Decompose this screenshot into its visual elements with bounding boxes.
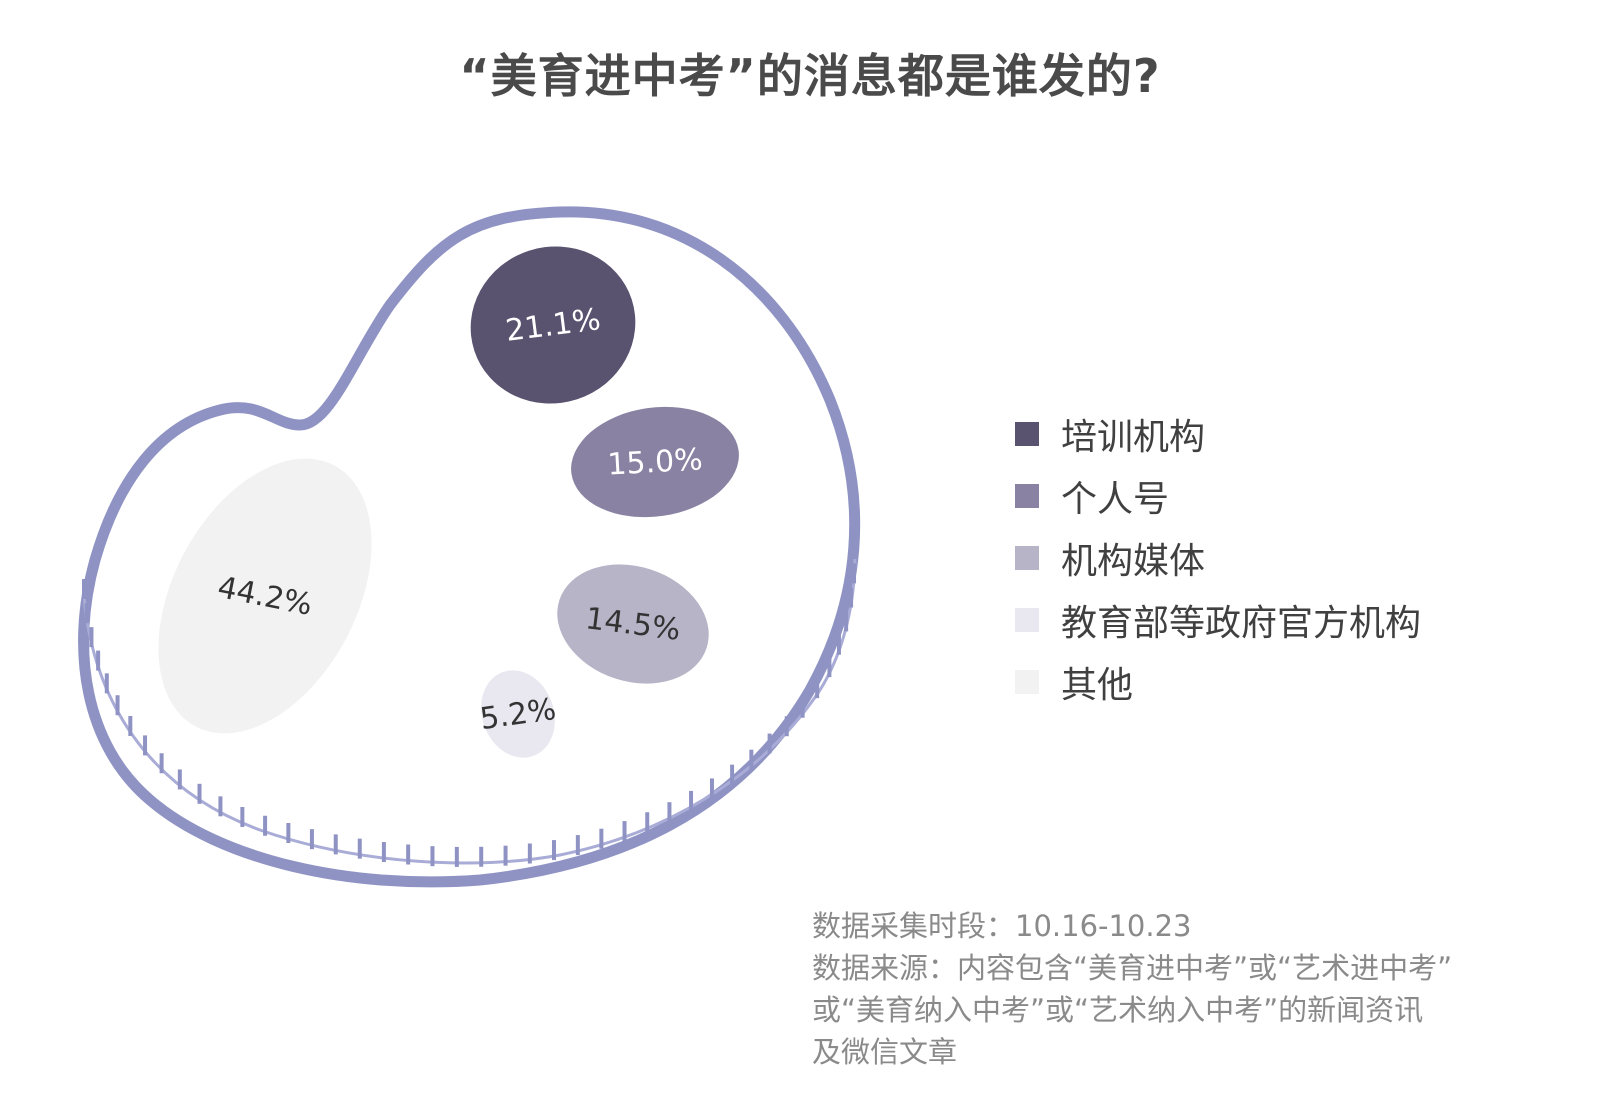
legend-swatch	[1015, 546, 1039, 570]
legend-item-3: 机构媒体	[1015, 527, 1421, 589]
note-source-end: 及微信文章	[812, 1035, 958, 1069]
legend-item-2: 个人号	[1015, 465, 1421, 527]
bubble-series: 21.1%15.0%14.5%5.2%44.2%	[158, 246, 739, 758]
palette-rim	[78, 206, 861, 888]
chart-title: “美育进中考”的消息都是谁发的?	[459, 49, 1161, 103]
source-notes: 数据采集时段：10.16-10.23 数据来源：内容包含“美育进中考”或“艺术进…	[812, 905, 1607, 1073]
note-period: 数据采集时段：10.16-10.23	[812, 909, 1192, 943]
note-source-cont: 或“美育纳入中考”或“艺术纳入中考”的新闻资讯	[812, 993, 1424, 1027]
note-source: 数据来源：内容包含“美育进中考”或“艺术进中考”	[812, 951, 1453, 985]
bubble-4	[481, 670, 555, 758]
legend-swatch	[1015, 422, 1039, 446]
bubble-3	[557, 564, 709, 684]
bubble-5	[158, 458, 372, 734]
palette-rim-inner	[82, 554, 857, 865]
bubble-1	[470, 246, 636, 404]
legend-item-5: 其他	[1015, 651, 1421, 713]
legend-label: 个人号	[1061, 479, 1170, 520]
palette-ribs	[82, 539, 857, 867]
legend-swatch	[1015, 670, 1039, 694]
legend: 培训机构个人号机构媒体教育部等政府官方机构 其他	[1015, 403, 1421, 713]
palette-outline	[78, 206, 861, 888]
legend-swatch	[1015, 484, 1039, 508]
legend-label: 教育部等政府官方机构	[1061, 603, 1422, 644]
legend-swatch	[1015, 608, 1039, 632]
bubble-2	[571, 406, 739, 518]
legend-item-1: 培训机构	[1015, 403, 1421, 465]
legend-label: 培训机构	[1061, 417, 1206, 458]
bubble-label-2: 15.0%	[606, 442, 703, 482]
legend-label: 机构媒体	[1061, 541, 1206, 582]
legend-label: 其他	[1061, 665, 1134, 706]
legend-item-4: 教育部等政府官方机构	[1015, 589, 1421, 651]
